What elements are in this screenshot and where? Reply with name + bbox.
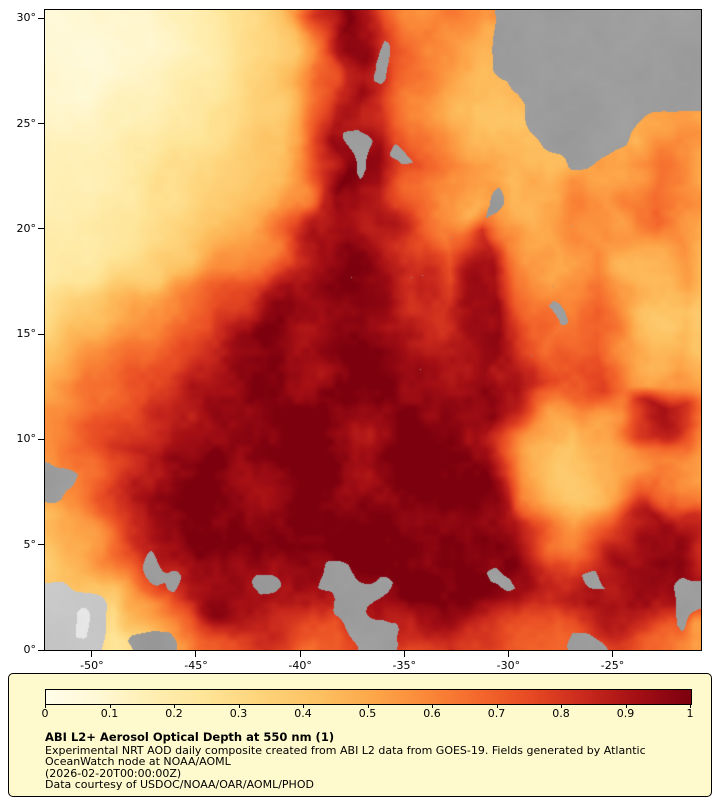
lon-tick-mark	[611, 651, 613, 657]
lon-tick-mark	[299, 651, 301, 657]
colorbar-tick-mark	[367, 705, 369, 708]
colorbar-tick-label: 0.8	[552, 707, 570, 720]
legend-caption-1: Experimental NRT AOD daily composite cre…	[45, 743, 646, 757]
colorbar-tick-mark	[690, 705, 691, 708]
colorbar-tick-mark	[109, 705, 111, 708]
lat-tick-label: 25°	[16, 116, 37, 130]
colorbar-tick-mark	[625, 705, 627, 708]
lat-tick-label: 0°	[23, 643, 37, 656]
colorbar-tick-label: 1	[686, 707, 694, 720]
lat-tick-mark	[38, 544, 44, 546]
lon-tick-label: -25°	[600, 659, 625, 672]
colorbar-tick-label: 0.6	[423, 707, 441, 720]
lat-tick-mark	[38, 17, 44, 19]
legend-text-block: ABI L2+ Aerosol Optical Depth at 550 nm …	[45, 731, 700, 791]
lat-tick-mark	[38, 333, 44, 335]
lat-tick-label: 15°	[16, 327, 37, 341]
lon-tick-label: -50°	[80, 659, 104, 672]
lat-tick-label: 20°	[16, 221, 37, 235]
lat-tick-label: 30°	[16, 11, 37, 25]
colorbar-tick-mark	[45, 705, 46, 708]
colorbar-tick-mark	[303, 705, 304, 708]
colorbar-tick-label: 0.3	[229, 707, 248, 720]
legend-caption-2: OceanWatch node at NOAA/AOML	[45, 755, 231, 769]
lat-tick-mark	[38, 123, 44, 125]
colorbar-tick-label: 0.5	[358, 707, 377, 720]
colorbar-tick-label: 0.9	[616, 707, 635, 720]
colorbar-tick-mark	[238, 705, 240, 708]
aod-map-canvas	[44, 9, 702, 651]
lon-tick-label: -40°	[288, 659, 312, 672]
lat-tick-mark	[38, 649, 44, 651]
lon-tick-mark	[507, 651, 509, 657]
colorbar-tick-label: 0.2	[165, 707, 183, 720]
lat-tick-label: 5°	[23, 537, 37, 551]
lon-tick-mark	[403, 651, 405, 657]
legend-caption-4: Data courtesy of USDOC/NOAA/OAR/AOML/PHO…	[45, 778, 314, 792]
colorbar-tick-mark	[174, 705, 175, 708]
lon-tick-mark	[91, 651, 93, 657]
lon-tick-label: -45°	[184, 659, 208, 672]
lat-tick-label: 10°	[16, 432, 37, 446]
lon-tick-label: -30°	[496, 659, 521, 672]
lon-tick-label: -35°	[392, 659, 416, 672]
legend-caption-3: (2026-02-20T00:00:00Z)	[45, 766, 182, 780]
lat-tick-mark	[38, 438, 44, 440]
colorbar-tick-mark	[432, 705, 433, 708]
lon-tick-mark	[195, 651, 197, 657]
colorbar-tick-label: 0.7	[487, 707, 506, 720]
colorbar-tick-label: 0.4	[294, 707, 312, 720]
colorbar-gradient	[45, 689, 692, 705]
colorbar-tick-mark	[496, 705, 498, 708]
legend-panel: ABI L2+ Aerosol Optical Depth at 550 nm …	[8, 673, 712, 797]
colorbar-tick-label: 0.1	[100, 707, 119, 720]
legend-title: ABI L2+ Aerosol Optical Depth at 550 nm …	[45, 730, 335, 744]
colorbar-tick-mark	[561, 705, 562, 708]
colorbar-tick-label: 0	[41, 707, 49, 720]
lat-tick-mark	[38, 228, 44, 230]
